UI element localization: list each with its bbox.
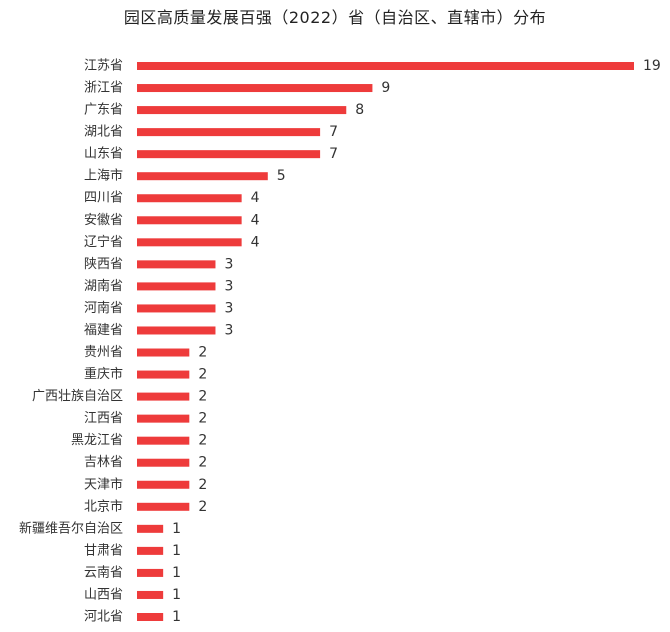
value-label: 2 bbox=[198, 433, 207, 449]
bar bbox=[137, 282, 216, 291]
bar bbox=[137, 590, 164, 599]
category-label: 黑龙江省 bbox=[71, 433, 123, 448]
chart-title: 园区高质量发展百强（2022）省（自治区、直辖市）分布 bbox=[123, 8, 547, 27]
category-label: 天津市 bbox=[84, 476, 123, 492]
value-label: 8 bbox=[355, 102, 364, 118]
value-label: 1 bbox=[172, 609, 181, 625]
category-label: 山西省 bbox=[84, 587, 123, 602]
category-label: 山东省 bbox=[84, 147, 123, 162]
bar bbox=[137, 458, 190, 467]
value-label: 4 bbox=[251, 212, 260, 228]
value-label: 3 bbox=[224, 278, 233, 294]
value-label: 4 bbox=[251, 234, 260, 250]
value-label: 1 bbox=[172, 521, 181, 537]
value-label: 19 bbox=[643, 58, 661, 74]
category-label: 云南省 bbox=[84, 564, 123, 580]
bar bbox=[137, 370, 190, 379]
value-label: 3 bbox=[224, 300, 233, 316]
category-label: 陕西省 bbox=[84, 257, 123, 272]
value-label: 7 bbox=[329, 124, 338, 140]
bar bbox=[137, 128, 321, 137]
category-label: 四川省 bbox=[84, 191, 123, 206]
value-label: 2 bbox=[198, 411, 207, 427]
category-label: 江苏省 bbox=[84, 58, 123, 74]
bar bbox=[137, 568, 164, 577]
bar bbox=[137, 216, 242, 225]
category-label: 安徽省 bbox=[84, 213, 123, 228]
value-label: 2 bbox=[198, 455, 207, 471]
category-label: 甘肃省 bbox=[84, 543, 123, 558]
bar bbox=[137, 326, 216, 335]
category-label: 广东省 bbox=[84, 103, 123, 118]
bar bbox=[137, 304, 216, 313]
category-label: 江西省 bbox=[84, 411, 123, 426]
value-label: 9 bbox=[381, 80, 390, 96]
value-label: 2 bbox=[198, 499, 207, 515]
category-label: 河南省 bbox=[84, 300, 123, 316]
category-label: 福建省 bbox=[84, 323, 123, 338]
bar bbox=[137, 436, 190, 445]
category-label: 湖北省 bbox=[84, 125, 123, 140]
bar bbox=[137, 260, 216, 269]
value-label: 1 bbox=[172, 587, 181, 603]
bar bbox=[137, 172, 268, 181]
category-label: 新疆维吾尔自治区 bbox=[19, 520, 123, 536]
bar bbox=[137, 84, 373, 93]
bar bbox=[137, 62, 634, 70]
value-label: 3 bbox=[224, 256, 233, 272]
bar bbox=[137, 414, 190, 423]
value-label: 3 bbox=[224, 322, 233, 338]
value-label: 1 bbox=[172, 543, 181, 559]
value-label: 4 bbox=[251, 190, 260, 206]
category-label: 北京市 bbox=[84, 498, 123, 514]
bar bbox=[137, 613, 164, 621]
bar bbox=[137, 524, 164, 533]
category-label: 湖南省 bbox=[84, 278, 123, 294]
category-label: 广西壮族自治区 bbox=[32, 388, 123, 404]
bar bbox=[137, 502, 190, 511]
category-label: 河北省 bbox=[84, 610, 123, 625]
bar bbox=[137, 106, 347, 115]
value-label: 2 bbox=[198, 477, 207, 493]
category-label: 重庆市 bbox=[84, 366, 123, 382]
bar bbox=[137, 392, 190, 401]
bar bbox=[137, 238, 242, 247]
value-label: 2 bbox=[198, 345, 207, 361]
bar bbox=[137, 150, 321, 159]
bars-group: 江苏省 19 浙江省 9 广东省 8 湖北省 7 山东省 7 上海市 5 四川省 4 安徽省 4 辽宁省 4 陕西省… bbox=[19, 58, 661, 626]
value-label: 7 bbox=[329, 146, 338, 162]
category-label: 贵州省 bbox=[84, 345, 123, 360]
category-label: 辽宁省 bbox=[84, 234, 123, 250]
value-label: 5 bbox=[277, 168, 286, 184]
bar bbox=[137, 546, 164, 555]
category-label: 上海市 bbox=[84, 168, 123, 184]
bar bbox=[137, 194, 242, 203]
category-label: 吉林省 bbox=[84, 455, 123, 470]
bar bbox=[137, 348, 190, 357]
value-label: 2 bbox=[198, 389, 207, 405]
value-label: 2 bbox=[198, 367, 207, 383]
bar bbox=[137, 480, 190, 489]
category-label: 浙江省 bbox=[84, 81, 123, 96]
value-label: 1 bbox=[172, 565, 181, 581]
